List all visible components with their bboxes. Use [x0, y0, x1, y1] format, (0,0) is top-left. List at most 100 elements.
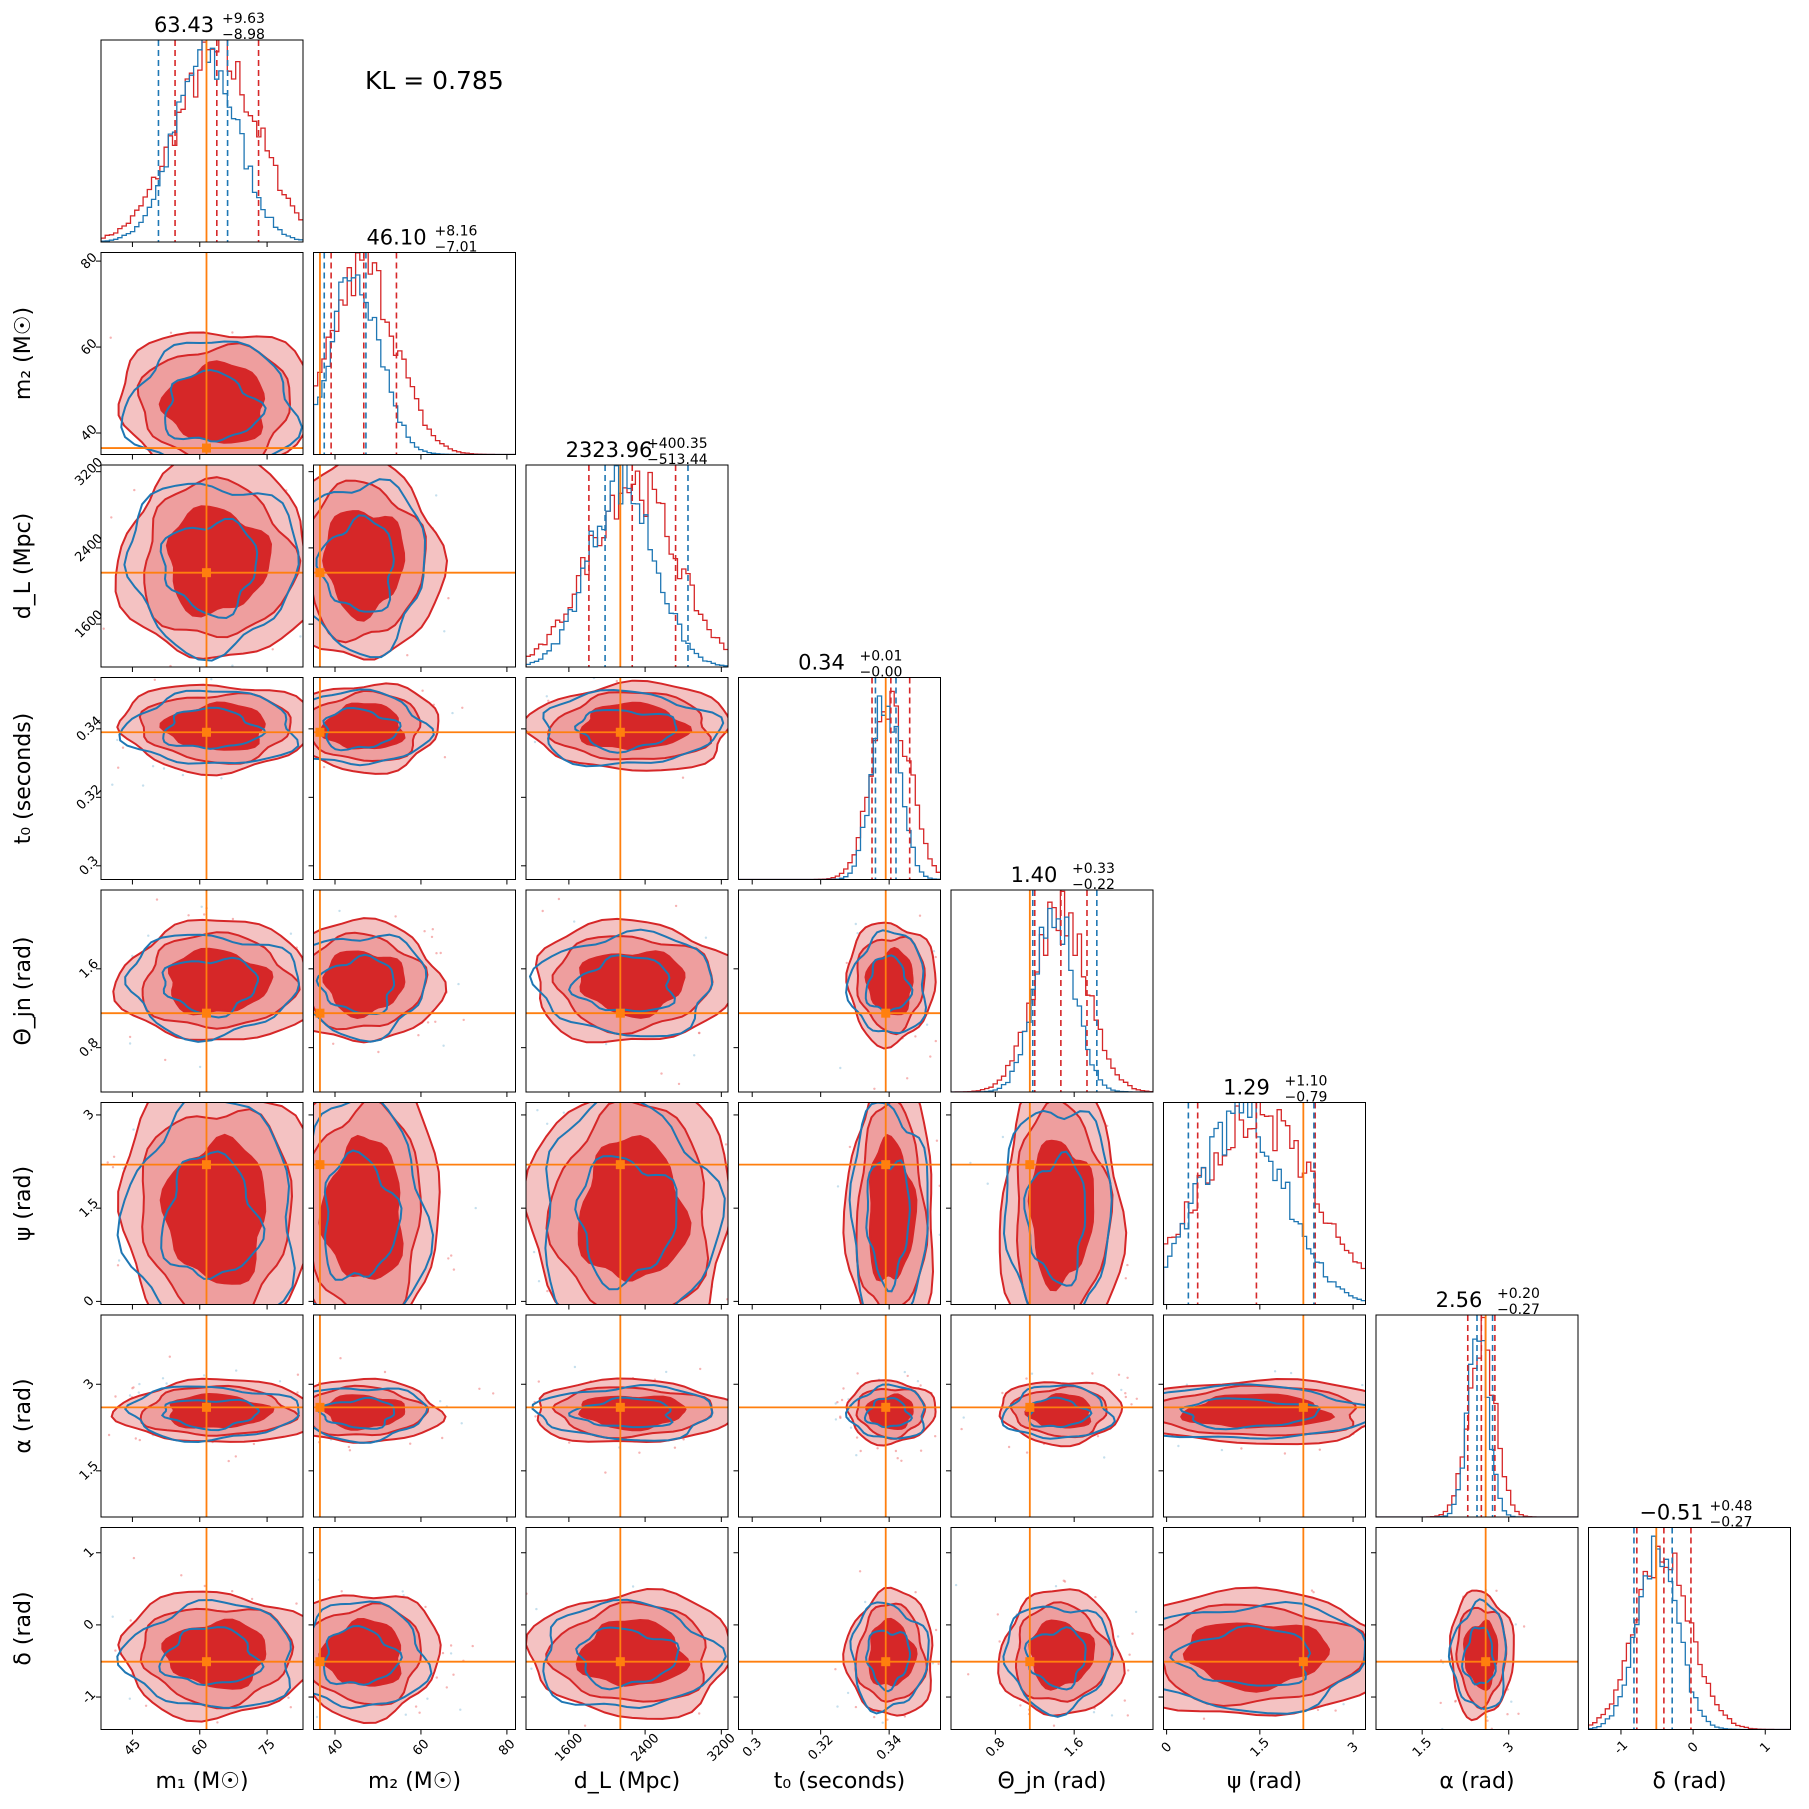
- contour-blue-inner: [164, 368, 267, 443]
- panel-frame: [100, 464, 304, 668]
- panel-dL-m2: [304, 464, 516, 672]
- sample-point: [762, 1625, 764, 1627]
- sample-point: [1101, 1365, 1103, 1367]
- y-tick-label: 0: [81, 1294, 97, 1310]
- sample-point: [231, 1590, 234, 1593]
- sample-point: [169, 331, 173, 334]
- x-axis-label-t0: t₀ (seconds): [774, 1769, 906, 1794]
- sample-point: [674, 904, 678, 908]
- truth-marker: [881, 1402, 891, 1412]
- sample-point: [1052, 1724, 1056, 1727]
- sample-point: [530, 1667, 533, 1670]
- sample-point: [1405, 1608, 1407, 1610]
- sample-point: [948, 1430, 950, 1432]
- sample-point: [729, 1378, 731, 1380]
- sample-point: [925, 1066, 927, 1068]
- sample-point: [780, 1432, 782, 1434]
- sample-point: [1454, 1699, 1457, 1703]
- sample-point: [193, 1368, 195, 1370]
- sample-point: [1001, 1135, 1005, 1139]
- contour-red-inner: [322, 510, 406, 622]
- sample-point: [406, 654, 409, 657]
- marginal-title-plus: +0.20: [1497, 1286, 1540, 1302]
- contour-red-inner: [158, 360, 266, 444]
- y-tick-label: 60: [78, 336, 100, 358]
- contour-blue-outer: [116, 1598, 292, 1709]
- y-tick-label: 1.5: [77, 1196, 102, 1221]
- panel-frame: [525, 677, 729, 880]
- sample-point: [435, 494, 438, 497]
- sample-point: [200, 905, 203, 908]
- sample-point: [115, 1329, 117, 1331]
- sample-point: [1312, 1591, 1315, 1594]
- contour-blue-outer: [124, 933, 301, 1043]
- sample-point: [435, 952, 438, 955]
- sample-point: [418, 1711, 421, 1714]
- sample-point: [881, 1721, 884, 1724]
- contour-blue-outer: [313, 1600, 433, 1710]
- panel-content: [101, 1102, 303, 1370]
- sample-point: [1124, 1277, 1128, 1280]
- sample-point: [1041, 1377, 1043, 1379]
- panel-frame: [950, 1314, 1154, 1518]
- histogram-red: [313, 252, 516, 455]
- sample-point: [306, 1419, 308, 1421]
- marginal-title-minus: −8.98: [222, 27, 265, 43]
- sample-point: [406, 1307, 408, 1309]
- marginal-title-t0: 0.34: [798, 651, 845, 675]
- sample-point: [129, 1619, 132, 1622]
- panel-content: [101, 40, 303, 242]
- contour-blue-inner: [160, 1398, 261, 1432]
- contour-blue-inner: [574, 708, 678, 754]
- panel-content: [526, 465, 728, 667]
- sample-point: [1202, 1717, 1206, 1720]
- sample-point: [310, 731, 312, 733]
- sample-point: [914, 1591, 917, 1594]
- panel-frame: [738, 1527, 941, 1730]
- contour-blue-inner: [159, 517, 259, 620]
- marginal-title-m1: 63.43: [154, 13, 214, 37]
- sample-point: [858, 1570, 862, 1573]
- sample-point: [344, 408, 346, 410]
- panel-frame: [100, 889, 304, 1093]
- sample-point: [1096, 1435, 1100, 1438]
- sample-point: [286, 1035, 288, 1037]
- sample-point: [361, 1753, 363, 1755]
- panel-dL-dL: 2323.96+400.35−513.44: [525, 436, 729, 672]
- panel-frame: [738, 889, 941, 1093]
- panel-content: [526, 677, 768, 880]
- sample-point: [1126, 1263, 1129, 1267]
- sample-point: [604, 1471, 607, 1474]
- sample-point: [451, 711, 454, 715]
- sample-point: [308, 475, 310, 477]
- sample-point: [1134, 1644, 1136, 1646]
- contour-blue-outer: [1163, 1600, 1366, 1715]
- panel-frame: [100, 677, 304, 880]
- truth-marker: [615, 1402, 625, 1412]
- sample-point: [394, 915, 397, 918]
- sample-point: [535, 1607, 538, 1611]
- sample-point: [855, 1436, 859, 1439]
- sample-point: [754, 959, 756, 961]
- sample-point: [766, 727, 768, 729]
- histogram-blue: [951, 907, 1153, 1092]
- sample-point: [1062, 1579, 1066, 1582]
- sample-point: [966, 1698, 968, 1700]
- truth-marker: [315, 568, 325, 578]
- contour-blue-inner: [568, 1396, 674, 1429]
- sample-point: [347, 1445, 351, 1449]
- sample-point: [698, 1712, 701, 1715]
- sample-point: [921, 1087, 923, 1089]
- sample-point: [873, 1087, 876, 1091]
- truth-marker: [201, 727, 211, 737]
- x-axis-label-m2: m₂ (M☉): [368, 1769, 461, 1794]
- panel-frame: [100, 252, 304, 455]
- sample-point: [583, 1724, 587, 1727]
- sample-point: [304, 521, 306, 523]
- panel-content: [101, 1527, 303, 1730]
- x-axis-label-alpha: α (rad): [1439, 1769, 1514, 1794]
- panel-content: [526, 1527, 764, 1730]
- sample-point: [1506, 1713, 1509, 1716]
- sample-point: [1068, 1089, 1070, 1091]
- sample-point: [441, 1436, 444, 1440]
